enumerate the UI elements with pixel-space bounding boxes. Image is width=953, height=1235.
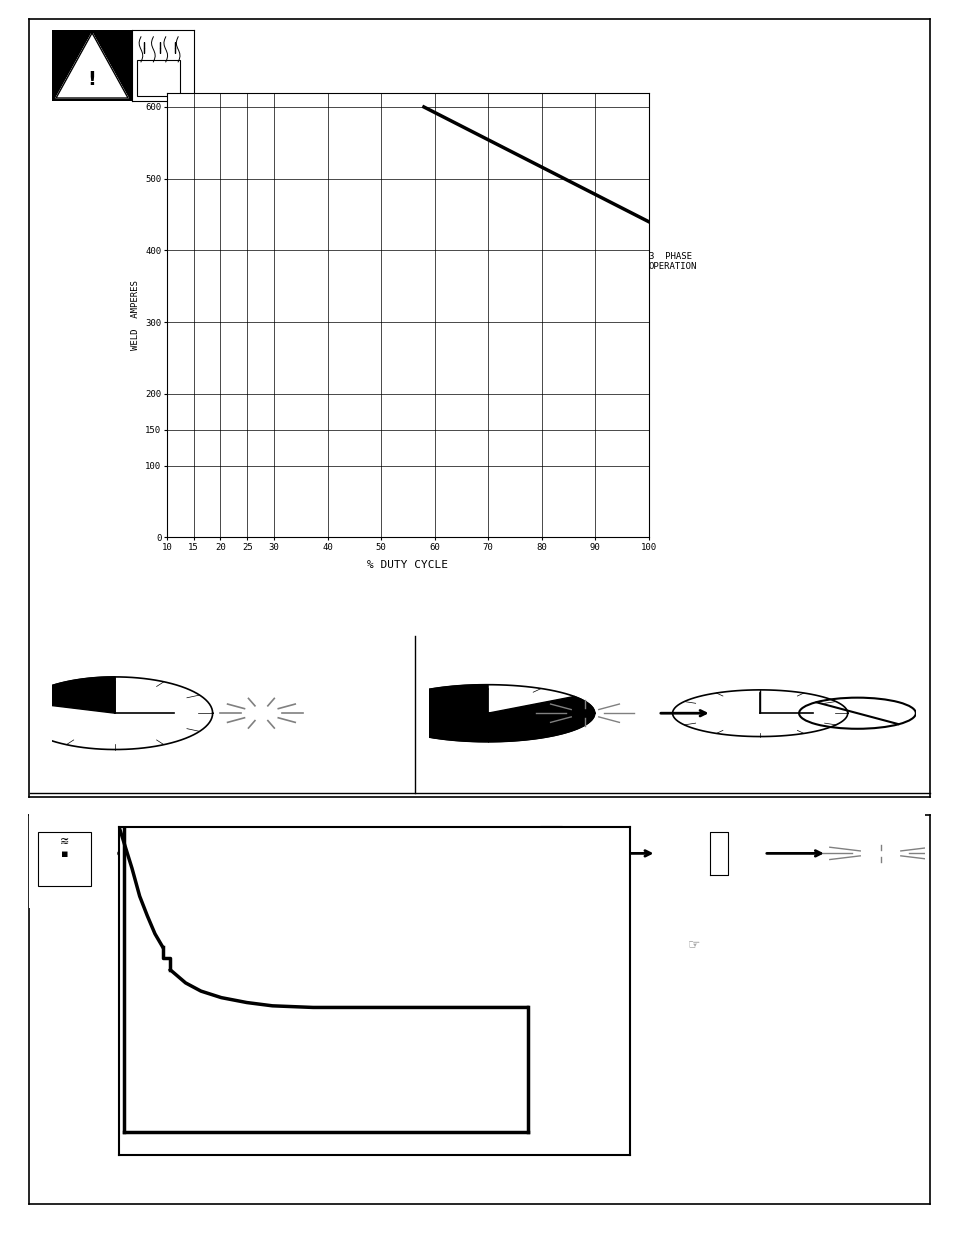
Text: ☞: ☞ (687, 937, 700, 952)
Bar (37, 831, 91, 885)
Bar (539, 826, 561, 881)
Polygon shape (56, 33, 128, 98)
Bar (136, 59, 180, 95)
Text: 3  PHASE
OPERATION: 3 PHASE OPERATION (648, 252, 697, 272)
Polygon shape (56, 33, 128, 98)
X-axis label: % DUTY CYCLE: % DUTY CYCLE (367, 561, 448, 571)
Polygon shape (380, 684, 594, 742)
Text: ≋
▪: ≋ ▪ (60, 837, 70, 858)
Y-axis label: WELD  AMPERES: WELD AMPERES (131, 280, 139, 350)
Text: !: ! (88, 70, 96, 89)
Polygon shape (23, 677, 115, 714)
